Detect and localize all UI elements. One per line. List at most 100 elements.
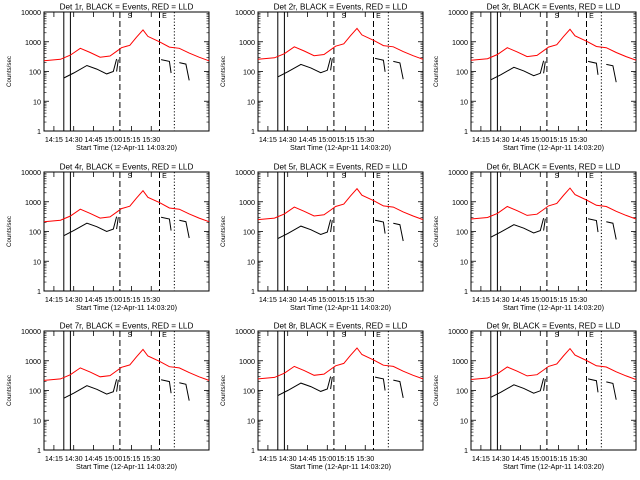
events-series-line — [374, 57, 386, 72]
events-series-line — [330, 220, 333, 233]
events-series-line — [116, 59, 119, 72]
x-tick-label: 14:15 — [45, 295, 63, 304]
x-tick-label: 14:15 — [472, 135, 490, 144]
events-series-line — [393, 222, 404, 242]
x-tick-label: 14:45 — [85, 454, 103, 463]
y-tick-label: 100 — [29, 68, 41, 77]
x-tick-label: 15:15 — [122, 135, 140, 144]
x-tick-label: 15:15 — [549, 135, 567, 144]
y-tick-label: 1 — [37, 127, 41, 136]
x-tick-label: 14:30 — [492, 454, 510, 463]
start-marker-label: S — [127, 13, 132, 20]
y-tick-label: 1000 — [239, 357, 255, 366]
y-tick-label: 1 — [251, 127, 255, 136]
y-tick-label: 10000 — [21, 327, 41, 336]
end-marker-label: E — [589, 332, 594, 339]
y-axis-label: Counts/sec — [6, 56, 13, 87]
y-axis-label: Counts/sec — [6, 216, 13, 247]
x-tick-label: 14:45 — [512, 135, 530, 144]
panel-9: Det 9r, BLACK = Events, RED = LLD Counts/… — [433, 322, 637, 471]
y-tick-label: 10 — [33, 257, 41, 266]
x-tick-label: 15:00 — [531, 454, 549, 463]
y-tick-label: 10000 — [448, 327, 468, 336]
x-tick-label: 14:15 — [45, 454, 63, 463]
panel-title: Det 7r, BLACK = Events, RED = LLD — [60, 322, 194, 331]
x-tick-label: 15:00 — [104, 454, 122, 463]
x-axis-label: Start Time (12-Apr-11 14:03:20) — [76, 143, 177, 152]
events-series-line — [606, 63, 617, 83]
events-series-line — [587, 378, 599, 393]
x-tick-label: 14:45 — [299, 135, 317, 144]
x-tick-label: 15:00 — [318, 135, 336, 144]
lld-series-line — [470, 347, 637, 380]
plot-frame — [257, 330, 424, 451]
panel-8: Det 8r, BLACK = Events, RED = LLD Counts/… — [220, 322, 424, 471]
panel-3: Det 3r, BLACK = Events, RED = LLD Counts/… — [433, 3, 637, 152]
x-tick-label: 15:00 — [318, 295, 336, 304]
y-tick-label: 10000 — [448, 168, 468, 177]
y-tick-label: 10000 — [448, 8, 468, 17]
panel-2: Det 2r, BLACK = Events, RED = LLD Counts/… — [220, 3, 424, 152]
y-tick-label: 10000 — [235, 327, 255, 336]
events-series-line — [543, 61, 546, 74]
x-axis-label: Start Time (12-Apr-11 14:03:20) — [503, 462, 604, 471]
x-axis-label: Start Time (12-Apr-11 14:03:20) — [76, 303, 177, 312]
lld-series-line — [43, 29, 210, 62]
y-tick-label: 100 — [243, 68, 255, 77]
x-tick-label: 15:30 — [142, 295, 160, 304]
y-tick-label: 10 — [33, 416, 41, 425]
events-series-line — [543, 378, 546, 391]
plot-frame — [43, 171, 210, 292]
events-series-line — [277, 57, 332, 78]
events-series-line — [393, 379, 404, 398]
events-series-line — [374, 376, 386, 391]
x-tick-label: 15:30 — [356, 295, 374, 304]
y-axis-label: Counts/sec — [220, 56, 227, 87]
x-tick-label: 15:15 — [549, 454, 567, 463]
lld-series-line — [257, 27, 424, 60]
events-series-line — [490, 217, 545, 238]
y-tick-label: 100 — [29, 387, 41, 396]
end-marker-label: E — [162, 173, 167, 180]
y-tick-label: 1000 — [25, 357, 41, 366]
y-axis-label: Counts/sec — [433, 216, 440, 247]
x-tick-label: 15:30 — [142, 454, 160, 463]
x-tick-label: 15:15 — [336, 454, 354, 463]
x-tick-label: 14:15 — [259, 295, 277, 304]
panel-title: Det 4r, BLACK = Events, RED = LLD — [60, 163, 194, 172]
end-marker-label: E — [162, 332, 167, 339]
panel-4: Det 4r, BLACK = Events, RED = LLD Counts/… — [6, 163, 210, 312]
y-tick-label: 100 — [243, 387, 255, 396]
x-tick-label: 15:15 — [336, 135, 354, 144]
x-tick-label: 15:15 — [336, 295, 354, 304]
panel-title: Det 3r, BLACK = Events, RED = LLD — [487, 3, 621, 12]
events-series-line — [277, 376, 332, 397]
plot-frame — [470, 11, 637, 132]
y-axis-label: Counts/sec — [433, 375, 440, 406]
x-tick-label: 14:15 — [472, 454, 490, 463]
events-series-line — [160, 59, 172, 74]
end-marker-label: E — [376, 173, 381, 180]
x-tick-label: 14:30 — [279, 454, 297, 463]
events-series-line — [606, 221, 617, 240]
y-tick-label: 1 — [251, 446, 255, 455]
events-series-line — [179, 62, 190, 81]
x-tick-label: 15:15 — [122, 295, 140, 304]
panel-title: Det 1r, BLACK = Events, RED = LLD — [60, 3, 194, 12]
x-tick-label: 15:30 — [142, 135, 160, 144]
y-axis-label: Counts/sec — [220, 375, 227, 406]
x-tick-label: 14:45 — [85, 295, 103, 304]
end-marker-label: E — [589, 173, 594, 180]
x-tick-label: 15:00 — [531, 295, 549, 304]
events-series-line — [179, 382, 190, 401]
x-tick-label: 14:30 — [279, 135, 297, 144]
y-tick-label: 1 — [464, 127, 468, 136]
x-tick-label: 15:00 — [318, 454, 336, 463]
panel-title: Det 6r, BLACK = Events, RED = LLD — [487, 163, 621, 172]
x-tick-label: 15:15 — [122, 454, 140, 463]
x-tick-label: 15:00 — [104, 135, 122, 144]
x-tick-label: 14:30 — [492, 295, 510, 304]
lld-series-line — [257, 187, 424, 221]
x-tick-label: 14:30 — [65, 135, 83, 144]
lld-series-line — [43, 348, 210, 381]
